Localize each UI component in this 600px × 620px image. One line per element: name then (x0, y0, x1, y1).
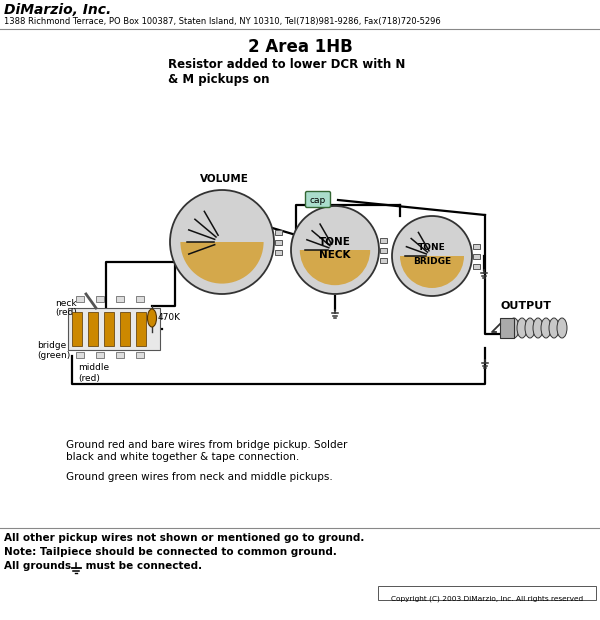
Bar (68, 308, 160, 350)
Bar (380, 237, 387, 242)
Text: TONE: TONE (418, 244, 446, 252)
Bar (96, 296, 104, 302)
Text: Ground green wires from neck and middle pickups.: Ground green wires from neck and middle … (66, 472, 333, 482)
Text: (green): (green) (37, 352, 70, 360)
Text: Resistor added to lower DCR with N
& M pickups on: Resistor added to lower DCR with N & M p… (168, 58, 406, 86)
Text: (red): (red) (55, 309, 77, 317)
Text: 470K: 470K (158, 314, 181, 322)
Text: must be connected.: must be connected. (82, 561, 202, 571)
Circle shape (170, 190, 274, 294)
Ellipse shape (517, 318, 527, 338)
Wedge shape (300, 250, 370, 285)
Circle shape (392, 216, 472, 296)
Bar (136, 352, 144, 358)
Text: TONE: TONE (319, 237, 351, 247)
Bar (120, 312, 130, 346)
Ellipse shape (148, 309, 157, 327)
Bar (473, 254, 480, 259)
Bar (378, 586, 596, 600)
Text: 2 Area 1HB: 2 Area 1HB (248, 38, 352, 56)
Text: DiMarzio, Inc.: DiMarzio, Inc. (4, 3, 111, 17)
Text: 1388 Richmond Terrace, PO Box 100387, Staten Island, NY 10310, Tel(718)981-9286,: 1388 Richmond Terrace, PO Box 100387, St… (4, 17, 441, 26)
Bar (96, 352, 104, 358)
Wedge shape (181, 242, 263, 283)
Text: All grounds: All grounds (4, 561, 75, 571)
Text: (red): (red) (78, 373, 100, 383)
Ellipse shape (525, 318, 535, 338)
Bar (76, 352, 84, 358)
Bar (116, 352, 124, 358)
Ellipse shape (549, 318, 559, 338)
Bar (76, 296, 84, 302)
Bar (380, 257, 387, 262)
Bar (275, 249, 282, 254)
Text: All other pickup wires not shown or mentioned go to ground.: All other pickup wires not shown or ment… (4, 533, 364, 543)
Bar (380, 247, 387, 252)
Text: middle: middle (78, 363, 109, 373)
Bar (136, 296, 144, 302)
Bar (72, 312, 82, 346)
Text: neck: neck (55, 298, 77, 308)
FancyBboxPatch shape (305, 192, 331, 208)
Wedge shape (400, 256, 464, 288)
Text: bridge: bridge (37, 342, 66, 350)
Bar (500, 318, 514, 338)
Bar (88, 312, 98, 346)
Text: cap: cap (310, 196, 326, 205)
Bar (116, 296, 124, 302)
Text: Copyright (C) 2003 DiMarzio, Inc. All rights reserved: Copyright (C) 2003 DiMarzio, Inc. All ri… (391, 595, 583, 601)
Text: OUTPUT: OUTPUT (500, 301, 551, 311)
Text: BRIDGE: BRIDGE (413, 257, 451, 265)
Bar (473, 244, 480, 249)
Ellipse shape (509, 318, 519, 338)
Bar (104, 312, 114, 346)
Text: NECK: NECK (319, 250, 351, 260)
Text: Ground red and bare wires from bridge pickup. Solder
black and white together & : Ground red and bare wires from bridge pi… (66, 440, 347, 462)
Ellipse shape (541, 318, 551, 338)
Ellipse shape (557, 318, 567, 338)
Text: VOLUME: VOLUME (200, 174, 249, 184)
Circle shape (291, 206, 379, 294)
Bar (275, 239, 282, 244)
Bar (275, 229, 282, 234)
Bar (136, 312, 146, 346)
Text: Note: Tailpiece should be connected to common ground.: Note: Tailpiece should be connected to c… (4, 547, 337, 557)
Bar (473, 264, 480, 268)
Ellipse shape (533, 318, 543, 338)
